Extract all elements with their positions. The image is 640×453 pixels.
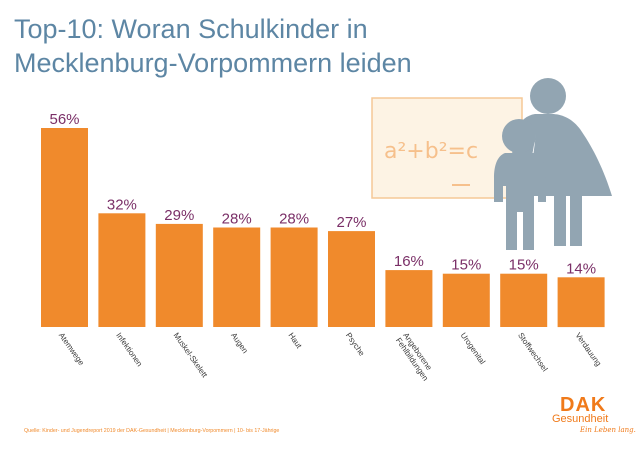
logo-brand: DAK <box>560 394 607 416</box>
bar-4 <box>213 227 261 327</box>
bar-1 <box>41 128 88 327</box>
bar-series <box>41 128 605 328</box>
teacher-head <box>530 78 566 114</box>
value-label-4: 28% <box>222 211 252 228</box>
value-label-1: 56% <box>49 111 79 128</box>
category-labels: Atemwege Infektionen Muskel-Skelett Augen Ha… <box>57 331 603 382</box>
page-title: Top-10: Woran Schulkinder in Mecklenburg… <box>14 12 484 80</box>
category-label-10: Verdauung <box>573 331 603 368</box>
logo-sub: Gesundheit <box>552 413 609 425</box>
bar-8 <box>442 273 490 327</box>
teacher-student-icon <box>494 78 612 250</box>
value-label-5: 28% <box>279 211 309 228</box>
logo-slogan: Ein Leben lang. <box>580 426 636 434</box>
value-label-10: 14% <box>566 260 596 277</box>
category-label-1: Atemwege <box>57 331 86 368</box>
bar-10 <box>557 277 605 328</box>
bar-5 <box>270 227 318 327</box>
bar-6 <box>328 231 375 327</box>
bar-3 <box>155 223 203 327</box>
category-label-4: Augen <box>229 331 250 355</box>
teacher-leg-right <box>570 196 582 246</box>
source-note: Quelle: Kinder- und Jugendreport 2019 de… <box>24 428 280 434</box>
category-label-9: Stoffwechsel <box>516 331 549 373</box>
bar-7 <box>385 270 433 327</box>
dak-logo: DAK Gesundheit Ein Leben lang. <box>552 394 636 442</box>
value-labels: 56% 32% 29% 28% 28% 27% 16% 15% 15% 14% <box>49 111 596 277</box>
value-label-8: 15% <box>451 257 481 274</box>
category-label-2: Infektionen <box>114 331 144 368</box>
value-label-6: 27% <box>336 214 366 231</box>
category-label-7: AngeboreneFehlbildungen <box>394 331 438 382</box>
category-label-8: Urogenital <box>459 331 487 366</box>
title-line-1: Top-10: Woran Schulkinder in <box>14 14 368 44</box>
category-label-6: Psyche <box>344 331 367 358</box>
bar-2 <box>98 213 146 327</box>
chalkboard-formula: a²+b²=c <box>384 139 478 164</box>
value-label-3: 29% <box>164 207 194 224</box>
bar-9 <box>500 273 548 327</box>
value-label-7: 16% <box>394 253 424 270</box>
student-body <box>494 153 546 250</box>
student-head <box>502 119 536 153</box>
teacher-leg-left <box>554 196 566 246</box>
category-label-5: Haut <box>286 331 304 351</box>
value-label-2: 32% <box>107 196 137 213</box>
category-label-3: Muskel-Skelett <box>172 331 210 380</box>
value-label-9: 15% <box>509 257 539 274</box>
title-line-2: Mecklenburg-Vorpommern leiden <box>14 48 412 78</box>
